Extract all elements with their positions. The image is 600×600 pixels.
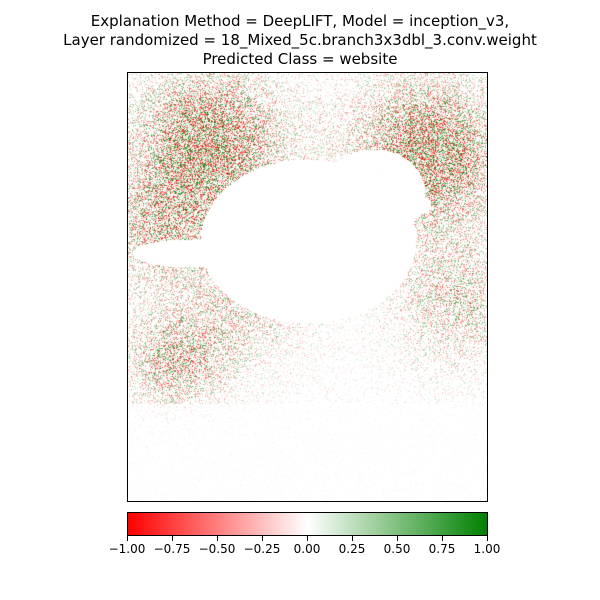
colorbar-tick (442, 536, 443, 541)
colorbar-tick-label: −0.50 (198, 542, 236, 556)
colorbar-tick (397, 536, 398, 541)
colorbar-tick (262, 536, 263, 541)
colorbar-tick (127, 536, 128, 541)
colorbar-tick (352, 536, 353, 541)
colorbar-tick (307, 536, 308, 541)
colorbar-tick-label: −1.00 (108, 542, 146, 556)
colorbar-tick-label: 0.00 (293, 542, 321, 556)
colorbar-tick (217, 536, 218, 541)
attribution-heatmap (127, 72, 488, 502)
heatmap-canvas (128, 73, 487, 501)
title-line-3: Predicted Class = website (202, 50, 398, 68)
colorbar-tick-label: 0.75 (428, 542, 456, 556)
colorbar-tick (172, 536, 173, 541)
title-line-2: Layer randomized = 18_Mixed_5c.branch3x3… (63, 31, 537, 49)
colorbar-tick-label: −0.75 (153, 542, 191, 556)
colorbar-tick-label: 0.50 (383, 542, 411, 556)
colorbar-tick (487, 536, 488, 541)
colorbar-tick-label: 1.00 (473, 542, 501, 556)
colorbar-tick-label: 0.25 (338, 542, 366, 556)
chart-title: Explanation Method = DeepLIFT, Model = i… (0, 12, 600, 69)
colorbar (127, 512, 488, 536)
colorbar-tick-label: −0.25 (243, 542, 281, 556)
title-line-1: Explanation Method = DeepLIFT, Model = i… (90, 12, 510, 30)
